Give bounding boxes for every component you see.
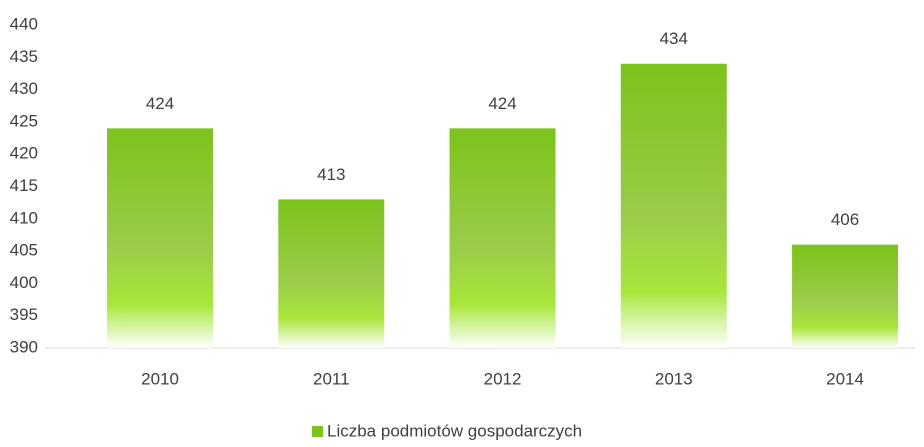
legend-label: Liczba podmiotów gospodarczych — [327, 421, 582, 440]
x-tick-label: 2011 — [313, 369, 350, 388]
data-label: 406 — [831, 210, 859, 229]
x-tick-label: 2010 — [141, 369, 179, 388]
y-tick-label: 405 — [10, 241, 38, 260]
bar — [449, 128, 556, 348]
y-tick-label: 395 — [10, 305, 38, 324]
y-tick-label: 420 — [10, 144, 38, 163]
bar — [792, 244, 899, 348]
bar — [620, 63, 727, 348]
bar — [107, 128, 214, 348]
y-tick-label: 430 — [10, 79, 38, 98]
data-label: 424 — [488, 94, 516, 113]
data-label: 434 — [660, 29, 688, 48]
data-label: 413 — [317, 165, 345, 184]
y-tick-label: 435 — [10, 47, 38, 66]
bar — [278, 199, 385, 348]
data-label: 424 — [146, 94, 174, 113]
legend-swatch — [312, 426, 323, 437]
y-tick-label: 415 — [10, 176, 38, 195]
x-tick-label: 2012 — [484, 369, 522, 388]
y-tick-label: 425 — [10, 111, 38, 130]
y-tick-label: 440 — [10, 14, 38, 33]
y-tick-label: 410 — [10, 208, 38, 227]
x-tick-label: 2014 — [826, 369, 864, 388]
x-tick-label: 2013 — [655, 369, 693, 388]
y-tick-label: 400 — [10, 273, 38, 292]
y-tick-label: 390 — [10, 337, 38, 356]
